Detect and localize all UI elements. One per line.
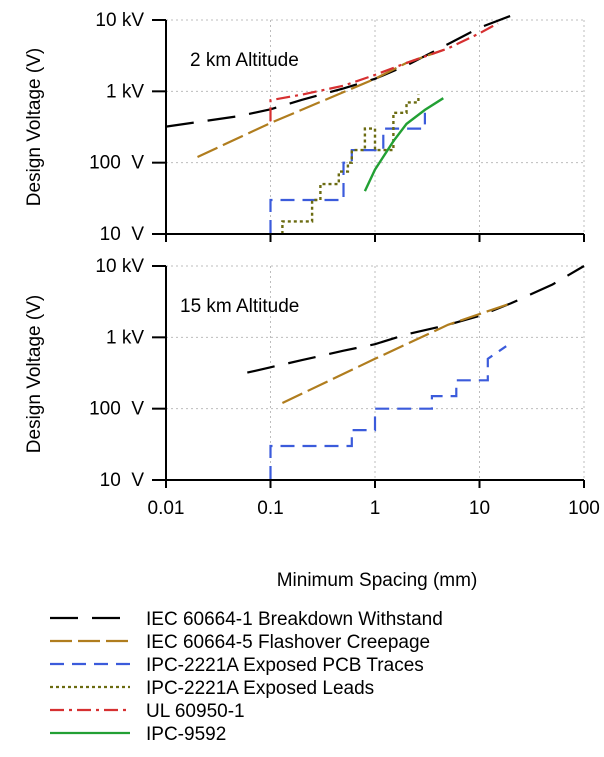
series-line (281, 302, 512, 404)
legend-label: UL 60950-1 (146, 701, 245, 722)
y-tick-label: 1 kV (106, 327, 144, 348)
y-axis-label: Design Voltage (V) (24, 48, 45, 206)
x-tick-label: 0.1 (257, 498, 283, 519)
x-tick-label: 1 (370, 498, 381, 519)
x-tick-label: 0.01 (148, 498, 185, 519)
y-tick-label: 10 V (100, 224, 145, 245)
series-line (269, 345, 507, 480)
series-line (281, 94, 420, 234)
series-line (363, 97, 444, 192)
axis-spines (152, 265, 585, 488)
y-tick-label: 100 V (89, 153, 144, 174)
chart-panel-15km: 10 V 100 V 1 kV 10 kV 0.01 0.1 1 10 100 15 km A… (24, 256, 600, 591)
series-line (269, 22, 499, 122)
x-axis-label: Minimum Spacing (mm) (277, 570, 478, 591)
x-tick-label: 10 (469, 498, 490, 519)
y-axis-label: Design Voltage (V) (24, 295, 45, 453)
series-line (247, 265, 585, 374)
x-tick-labels: 0.01 0.1 1 10 100 (148, 498, 600, 519)
legend-label: IPC-2221A Exposed PCB Traces (146, 655, 424, 676)
series-line (165, 14, 512, 128)
y-tick-label: 100 V (89, 399, 144, 420)
legend-label: IEC 60664-1 Breakdown Withstand (146, 609, 443, 630)
grid-lines (166, 265, 585, 480)
y-tick-label: 1 kV (106, 81, 144, 102)
legend-label: IEC 60664-5 Flashover Creepage (146, 632, 430, 653)
y-tick-label: 10 kV (95, 256, 144, 277)
legend-label: IPC-9592 (146, 724, 226, 745)
chart-panel-2km: 10 V 100 V 1 kV 10 kV 2 km Altitude Design … (24, 10, 585, 245)
y-tick-labels: 10 V 100 V 1 kV 10 kV (89, 256, 144, 491)
series-group (165, 14, 512, 234)
panel-title: 2 km Altitude (190, 50, 299, 71)
panel-title: 15 km Altitude (180, 296, 299, 317)
x-tick-label: 100 (568, 498, 600, 519)
series-group (247, 265, 585, 480)
y-tick-label: 10 V (100, 470, 145, 491)
grid-lines (166, 19, 585, 234)
legend-label: IPC-2221A Exposed Leads (146, 678, 374, 699)
y-tick-label: 10 kV (95, 10, 144, 31)
axis-spines (152, 19, 585, 242)
y-tick-labels: 10 V 100 V 1 kV 10 kV (89, 10, 144, 245)
